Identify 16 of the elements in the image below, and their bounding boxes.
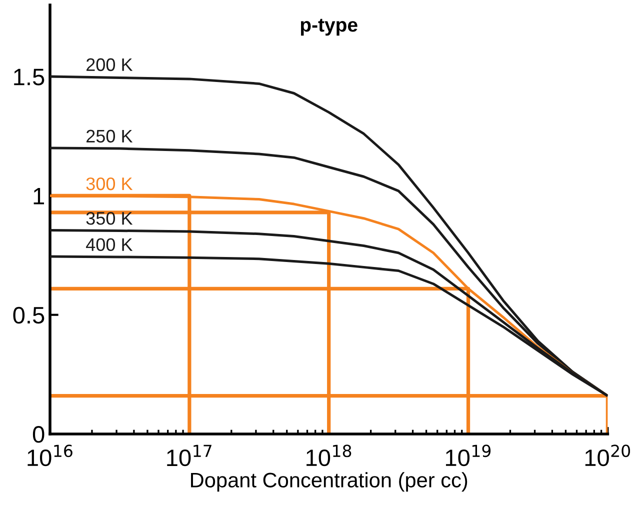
x-axis-title: Dopant Concentration (per cc) [191, 472, 468, 492]
y-tick-label: 0.5 [13, 306, 44, 324]
y-tick-label: 1 [34, 188, 44, 204]
series-label: 250 K [86, 130, 133, 143]
y-tick-label: 1.5 [14, 68, 44, 86]
y-tick-label: 0 [32, 426, 44, 443]
x-tick-label: 10$^{17}$ [167, 444, 212, 466]
text: p-type [300, 18, 358, 36]
x-tick-label: 10$^{19}$ [446, 444, 491, 466]
series-label: 200 K [86, 58, 133, 72]
series-label: 350 K [86, 212, 133, 225]
x-tick-label: 10$^{16}$ [28, 444, 72, 466]
series-label: 300 K [86, 177, 133, 190]
series-label: 400 K [86, 238, 133, 251]
x-tick-label: 10$^{20}$ [585, 444, 630, 466]
x-tick-label: 10$^{18}$ [306, 444, 352, 466]
